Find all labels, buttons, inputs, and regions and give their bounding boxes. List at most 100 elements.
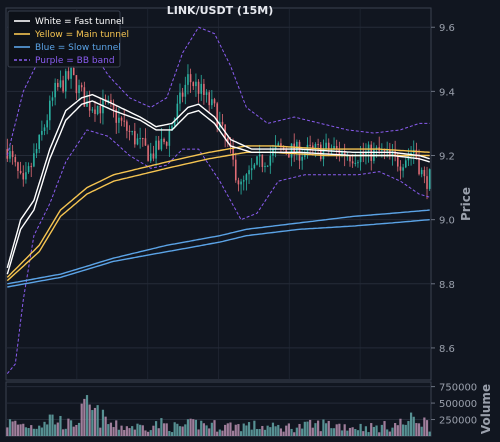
candle-body	[30, 166, 33, 168]
volume-bar	[51, 414, 54, 436]
candle-body	[351, 161, 354, 164]
price-tick-label: 9.4	[439, 87, 455, 98]
volume-bar	[38, 425, 41, 436]
candle-body	[213, 99, 216, 104]
candle-body	[171, 125, 173, 131]
price-tick-label: 8.6	[439, 344, 455, 355]
volume-bar	[133, 429, 136, 436]
candle-body	[423, 169, 426, 177]
candle-body	[38, 134, 40, 150]
volume-bar	[101, 409, 105, 436]
volume-bar	[242, 423, 245, 436]
volume-bar	[327, 420, 330, 436]
price-tick-label: 9.2	[439, 152, 455, 163]
volume-bar	[24, 427, 28, 436]
volume-bar	[309, 419, 312, 436]
volume-bar	[83, 398, 86, 436]
volume-bar	[221, 430, 224, 436]
volume-bar	[141, 425, 144, 436]
candle-body	[115, 109, 118, 123]
candle-body	[91, 109, 94, 111]
candle-body	[211, 99, 213, 106]
candle-body	[160, 138, 163, 150]
candle-body	[192, 82, 195, 87]
candle-body	[362, 152, 365, 155]
candle-body	[312, 145, 314, 148]
volume-bar	[338, 423, 341, 436]
volume-bar	[356, 430, 360, 436]
candle-body	[126, 121, 128, 131]
volume-bar	[293, 432, 296, 436]
price-tick-label: 8.8	[439, 280, 455, 291]
volume-bar	[404, 424, 407, 436]
candle-body	[418, 158, 420, 175]
candle-body	[349, 156, 351, 162]
volume-bar	[184, 424, 187, 436]
legend-entry: Purple = BB band	[35, 56, 115, 66]
candle-body	[261, 154, 264, 167]
volume-bar	[186, 419, 190, 436]
candle-body	[343, 150, 346, 157]
volume-bar	[147, 431, 150, 436]
volume-tick-label: 750000	[439, 383, 477, 394]
candle-body	[304, 153, 306, 157]
volume-bar	[205, 425, 208, 436]
candle-body	[399, 166, 402, 171]
candle-body	[189, 74, 192, 83]
volume-bar	[388, 431, 391, 436]
volume-bar	[282, 431, 285, 436]
volume-axis-title: Volume	[479, 384, 493, 434]
volume-bar	[303, 421, 306, 436]
volume-bar	[136, 423, 139, 436]
volume-bar	[372, 426, 375, 436]
volume-bar	[54, 424, 57, 436]
volume-bar	[104, 416, 107, 436]
volume-bar	[420, 426, 423, 436]
slow-tunnel-lower-line	[7, 219, 430, 288]
volume-bar	[343, 424, 346, 436]
volume-bar	[375, 425, 378, 436]
candle-body	[288, 152, 290, 158]
volume-bar	[322, 419, 325, 436]
volume-bar	[346, 430, 349, 436]
volume-bar	[279, 428, 283, 436]
volume-bar	[396, 425, 399, 436]
candle-body	[86, 101, 88, 107]
volume-bar	[128, 428, 131, 436]
volume-bar	[99, 427, 102, 436]
volume-bar	[210, 422, 213, 436]
volume-bar	[64, 428, 67, 436]
volume-bar	[27, 428, 30, 436]
candle-body	[298, 141, 301, 161]
volume-bar	[200, 420, 203, 436]
volume-bar	[362, 431, 365, 436]
candle-body	[72, 67, 75, 76]
volume-bar	[144, 430, 147, 436]
volume-bar	[415, 423, 418, 436]
candle-body	[99, 105, 102, 114]
candles	[6, 57, 431, 200]
candle-body	[256, 156, 258, 165]
volume-bar	[247, 422, 251, 436]
volume-bar	[139, 424, 142, 436]
candle-body	[245, 174, 248, 181]
volume-bar	[125, 426, 128, 436]
volume-bar	[261, 425, 264, 436]
candle-body	[290, 143, 293, 158]
candle-body	[46, 120, 48, 128]
volume-bar	[399, 418, 402, 436]
volume-bar	[160, 418, 163, 436]
volume-bar	[370, 423, 373, 436]
candle-body	[373, 148, 375, 161]
candle-body	[43, 127, 46, 131]
volume-bar	[173, 422, 176, 436]
volume-bar	[162, 423, 166, 436]
volume-bar	[394, 423, 397, 436]
candle-body	[314, 144, 317, 148]
candle-body	[78, 85, 80, 94]
volume-tick-label: 250000	[439, 416, 477, 427]
volume-bar	[154, 421, 158, 436]
volume-bar	[380, 424, 383, 436]
candle-body	[227, 138, 229, 144]
